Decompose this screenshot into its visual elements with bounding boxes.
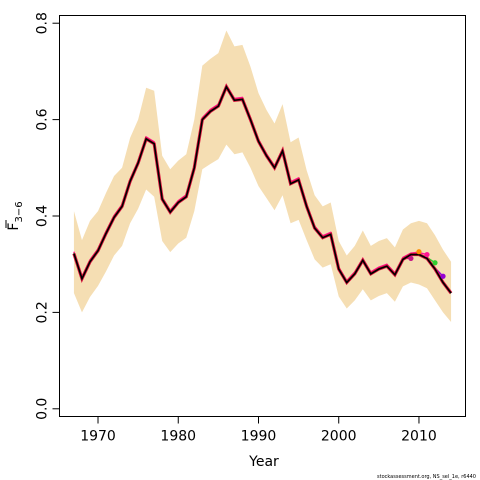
y-tick-label-0.2: 0.2 — [35, 301, 51, 323]
retro-endpoint-2010 — [416, 249, 422, 255]
y-axis: 0.0 0.2 0.4 0.6 0.8 — [35, 12, 60, 420]
y-tick-label-0.6: 0.6 — [35, 108, 51, 130]
estimate-line-layer — [72, 83, 453, 295]
x-axis: 1970 1980 1990 2000 2010 — [80, 416, 437, 445]
x-tick-label-2000: 2000 — [321, 429, 357, 445]
confidence-band — [73, 30, 452, 323]
y-axis-title-sub: 3−6 — [14, 201, 25, 222]
x-tick-label-1970: 1970 — [80, 429, 116, 445]
confidence-band-layer — [73, 30, 452, 323]
y-axis-title: F3−6 — [5, 201, 25, 231]
y-axis-title-main: F — [6, 223, 22, 231]
x-axis-title: Year — [248, 454, 279, 470]
x-tick-label-2010: 2010 — [401, 429, 437, 445]
retro-endpoint-2012 — [432, 260, 438, 266]
estimate-line — [73, 85, 452, 294]
retro-endpoint-2013 — [440, 273, 446, 279]
retro-endpoint-2009 — [408, 255, 414, 262]
retro-endpoint-2011 — [424, 251, 430, 258]
y-tick-label-0.8: 0.8 — [35, 12, 51, 34]
y-tick-label-0.0: 0.0 — [35, 398, 51, 420]
x-tick-label-1990: 1990 — [241, 429, 277, 445]
svg-text:F3−6: F3−6 — [6, 201, 25, 230]
credit-text: stockassessment.org, NS_sel_1e, r6440 — [377, 474, 476, 480]
retrospective-endpoints-layer — [408, 249, 446, 279]
x-tick-label-1980: 1980 — [160, 429, 196, 445]
y-tick-label-0.4: 0.4 — [35, 205, 51, 227]
